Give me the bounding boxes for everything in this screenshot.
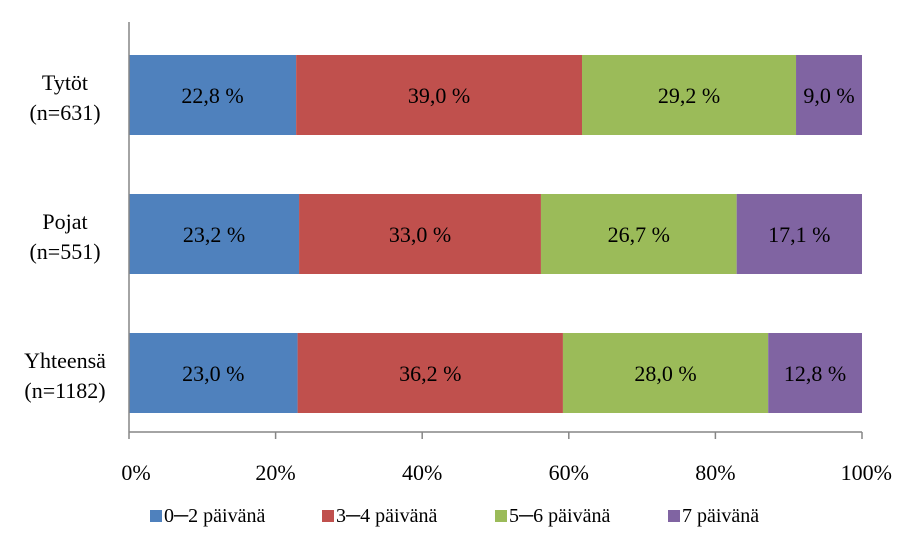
data-label: 39,0 % xyxy=(408,83,470,108)
bar-data-labels: 22,8 % 39,0 % 29,2 % 9,0 % 23,2 % 33,0 % 26,7 … xyxy=(181,83,854,386)
category-label-line: (n=551) xyxy=(29,239,100,264)
data-label: 12,8 % xyxy=(784,361,846,386)
x-tick-label: 0% xyxy=(121,460,150,485)
x-tick-label: 80% xyxy=(695,460,735,485)
bar-segment xyxy=(768,333,862,413)
bar-segment xyxy=(736,194,862,274)
data-label: 28,0 % xyxy=(634,361,696,386)
legend-swatch xyxy=(322,510,334,522)
category-label: Tytöt (n=631) xyxy=(29,70,100,125)
legend-label: 3─4 päivänä xyxy=(336,505,437,527)
bar-segment xyxy=(562,333,769,413)
bar-segment xyxy=(796,55,862,135)
legend-label: 0─2 päivänä xyxy=(164,505,265,527)
legend-swatch xyxy=(150,510,162,522)
bar-segments xyxy=(129,55,862,413)
bar-segment xyxy=(297,333,563,413)
legend-label: 5─6 päivänä xyxy=(509,505,610,527)
axes: 0% 20% 40% 60% 80% 100% xyxy=(121,22,892,485)
x-tick-label: 20% xyxy=(255,460,295,485)
legend-swatch xyxy=(495,510,507,522)
category-label-line: (n=631) xyxy=(29,100,100,125)
data-label: 23,2 % xyxy=(183,222,245,247)
legend-label: 7 päivänä xyxy=(682,505,759,527)
bar-segment xyxy=(296,55,582,135)
legend: 0─2 päivänä 3─4 päivänä 5─6 päivänä 7 päivä… xyxy=(150,505,759,527)
x-tick-label: 100% xyxy=(841,460,892,485)
data-label: 29,2 % xyxy=(658,83,720,108)
category-label-line: Yhteensä xyxy=(24,348,106,373)
category-label: Pojat (n=551) xyxy=(29,209,100,264)
bar-segment xyxy=(129,55,297,135)
data-label: 23,0 % xyxy=(182,361,244,386)
category-labels: Tytöt (n=631) Pojat (n=551) Yhteensä (n=1182) xyxy=(24,70,106,403)
bar-segment xyxy=(540,194,737,274)
data-label: 22,8 % xyxy=(181,83,243,108)
legend-swatch xyxy=(668,510,680,522)
data-label: 9,0 % xyxy=(803,83,854,108)
category-label: Yhteensä (n=1182) xyxy=(24,348,106,403)
category-label-line: (n=1182) xyxy=(24,378,105,403)
data-label: 17,1 % xyxy=(768,222,830,247)
bar-segment xyxy=(581,55,797,135)
data-label: 36,2 % xyxy=(399,361,461,386)
category-label-line: Pojat xyxy=(42,209,87,234)
x-tick-label: 60% xyxy=(549,460,589,485)
data-label: 26,7 % xyxy=(608,222,670,247)
data-label: 33,0 % xyxy=(389,222,451,247)
bar-segment xyxy=(129,194,300,274)
x-tick-label: 40% xyxy=(402,460,442,485)
category-label-line: Tytöt xyxy=(42,70,88,95)
bar-segment xyxy=(129,333,298,413)
bar-segment xyxy=(299,194,541,274)
